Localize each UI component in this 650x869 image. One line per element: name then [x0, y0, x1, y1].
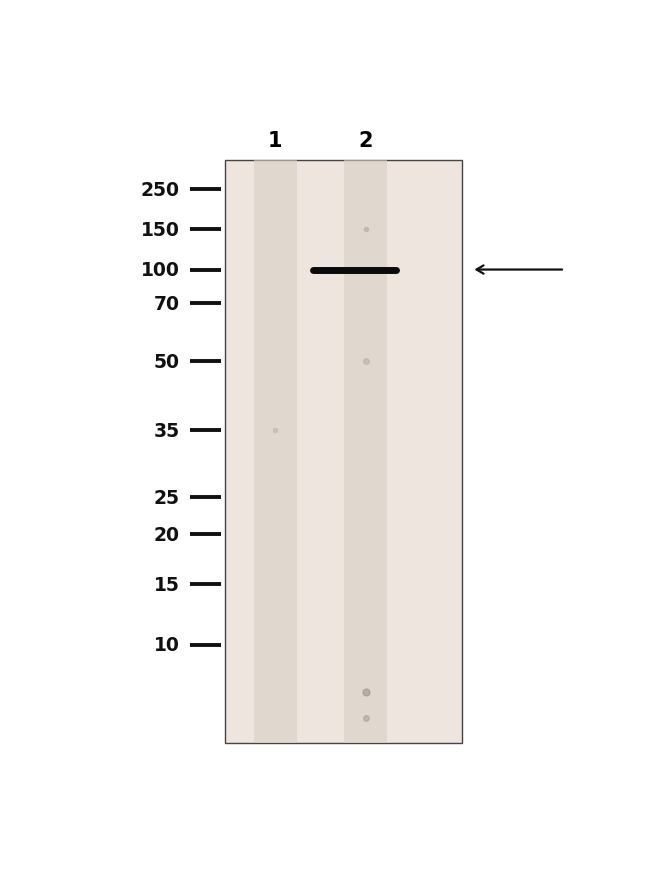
- Bar: [225, 161, 462, 743]
- Text: 250: 250: [140, 181, 179, 199]
- Bar: [344, 161, 387, 743]
- Text: 50: 50: [153, 353, 179, 371]
- Bar: [254, 161, 296, 743]
- Text: 100: 100: [140, 261, 179, 280]
- Text: 1: 1: [268, 131, 283, 151]
- Text: 150: 150: [140, 221, 179, 240]
- Text: 35: 35: [153, 421, 179, 441]
- Text: 20: 20: [153, 525, 179, 544]
- Text: 10: 10: [153, 635, 179, 654]
- Text: 25: 25: [153, 488, 179, 507]
- Text: 15: 15: [153, 575, 179, 594]
- Text: 2: 2: [359, 131, 373, 151]
- Text: 70: 70: [153, 295, 179, 313]
